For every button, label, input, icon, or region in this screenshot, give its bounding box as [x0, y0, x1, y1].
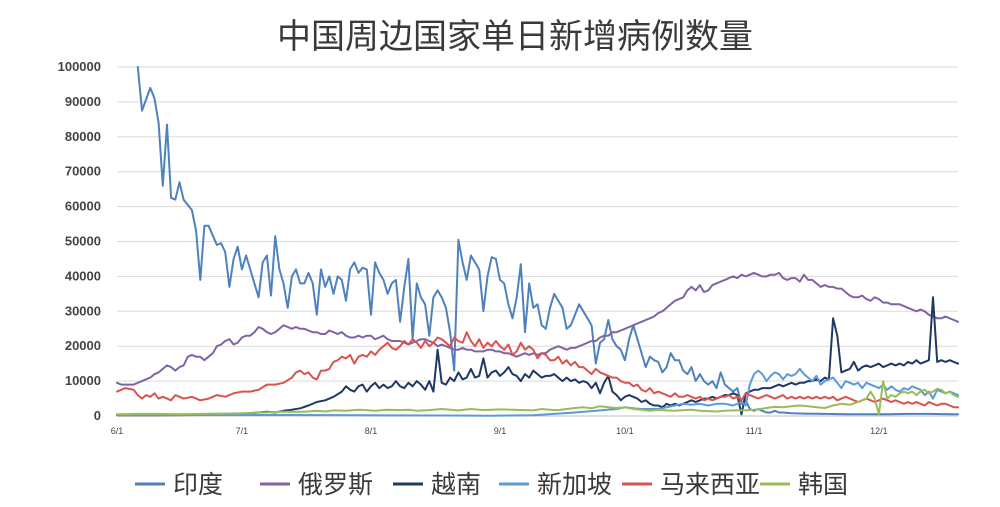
series-line-5 [116, 380, 959, 416]
y-tick-label: 20000 [65, 338, 101, 353]
x-tick-label: 8/1 [365, 426, 378, 436]
legend-label: 新加坡 [537, 470, 612, 499]
x-tick-label: 12/1 [870, 426, 888, 436]
y-tick-label: 100000 [58, 59, 101, 74]
gridlines [117, 66, 958, 417]
x-tick-label: 10/1 [616, 426, 634, 436]
y-axis-ticks: 0 10000 20000 30000 40000 50000 60000 70000 8000… [58, 59, 101, 423]
legend-label: 马来西亚 [660, 470, 760, 499]
series-lines [116, 66, 959, 417]
x-tick-label: 9/1 [494, 426, 507, 436]
legend-label: 越南 [431, 470, 481, 499]
legend-label: 俄罗斯 [298, 470, 373, 499]
x-tick-label: 11/1 [746, 426, 763, 436]
y-tick-label: 90000 [65, 94, 101, 109]
x-tick-label: 7/1 [236, 426, 249, 436]
y-tick-label: 80000 [65, 129, 101, 144]
y-tick-label: 0 [94, 408, 101, 423]
y-tick-label: 40000 [65, 268, 101, 283]
y-tick-label: 70000 [65, 164, 101, 179]
series-line-0 [136, 66, 959, 416]
legend-label: 印度 [173, 470, 223, 499]
x-tick-label: 6/1 [111, 426, 124, 436]
legend: 印度 俄罗斯 越南 新加坡 马来西亚 韩国 [135, 470, 848, 499]
y-tick-label: 30000 [65, 303, 101, 318]
chart-title: 中国周边国家单日新增病例数量 [277, 17, 753, 57]
y-tick-label: 60000 [65, 199, 101, 214]
series-line-2 [116, 296, 959, 417]
series-line-3 [116, 367, 959, 417]
x-axis-ticks: 6/1 7/1 8/1 9/1 10/1 11/1 12/1 [111, 426, 888, 436]
y-tick-label: 10000 [65, 373, 101, 388]
y-tick-label: 50000 [65, 234, 101, 249]
series-line-4 [116, 331, 959, 409]
legend-label: 韩国 [798, 470, 848, 499]
